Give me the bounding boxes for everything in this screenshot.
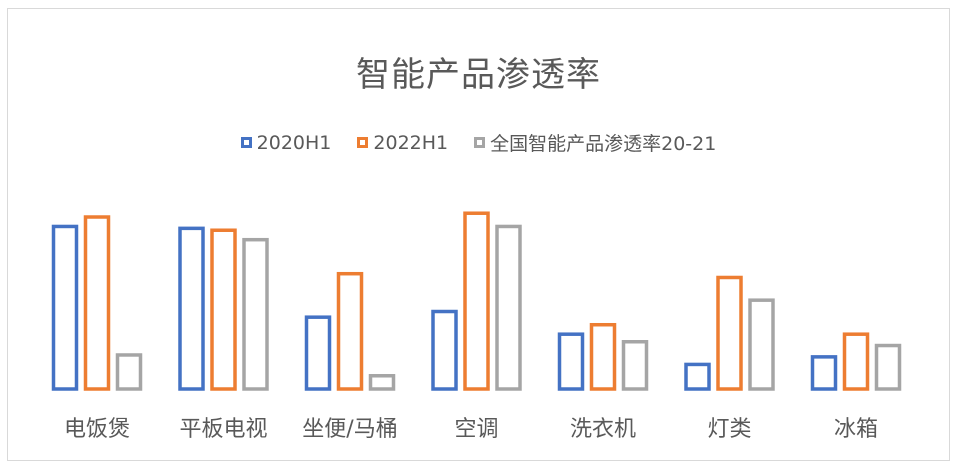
bar-1-6: [842, 332, 870, 391]
category-label: 电饭煲: [64, 417, 130, 442]
category-label: 平板电视: [179, 417, 267, 442]
bar-2-1: [242, 237, 269, 391]
bar-0-3: [431, 309, 458, 391]
legend-item-2022h1: 2022H1: [357, 129, 448, 156]
bar-2-5: [748, 298, 775, 391]
legend-label-national: 全国智能产品渗透率20-21: [490, 133, 717, 155]
bar-1-4: [589, 322, 617, 391]
bar-1-1: [210, 228, 237, 391]
bar-0-4: [557, 332, 585, 391]
bar-1-3: [463, 211, 490, 391]
legend-item-national: 全国智能产品渗透率20-21: [474, 129, 716, 156]
chart-title: 智能产品渗透率: [356, 55, 601, 95]
bar-2-6: [874, 343, 902, 391]
bar-1-5: [716, 275, 743, 391]
legend-swatch-national: [474, 137, 486, 148]
category-label: 冰箱: [834, 417, 878, 442]
legend-swatch-2022h1: [357, 137, 369, 148]
bar-2-0: [115, 353, 143, 391]
bar-2-4: [621, 340, 649, 391]
legend-item-2020h1: 2020H1: [240, 129, 332, 156]
category-label: 空调: [454, 417, 498, 442]
legend-swatch-2020h1: [240, 137, 252, 148]
bar-0-0: [51, 224, 79, 391]
bar-2-2: [368, 374, 396, 391]
category-label: 坐便/马桶: [302, 417, 397, 442]
bar-1-2: [336, 271, 364, 391]
chart-legend: 2020H1 2022H1 全国智能产品渗透率20-21: [8, 129, 949, 156]
bar-0-2: [304, 315, 332, 391]
legend-label-2022h1: 2022H1: [373, 131, 449, 154]
bar-0-5: [684, 362, 711, 391]
category-label: 灯类: [707, 417, 751, 442]
category-label: 洗衣机: [570, 417, 636, 442]
bar-0-1: [178, 226, 205, 391]
legend-label-2020h1: 2020H1: [256, 131, 332, 154]
bar-0-6: [810, 355, 838, 391]
bar-1-0: [83, 215, 111, 391]
bar-2-3: [495, 224, 522, 391]
